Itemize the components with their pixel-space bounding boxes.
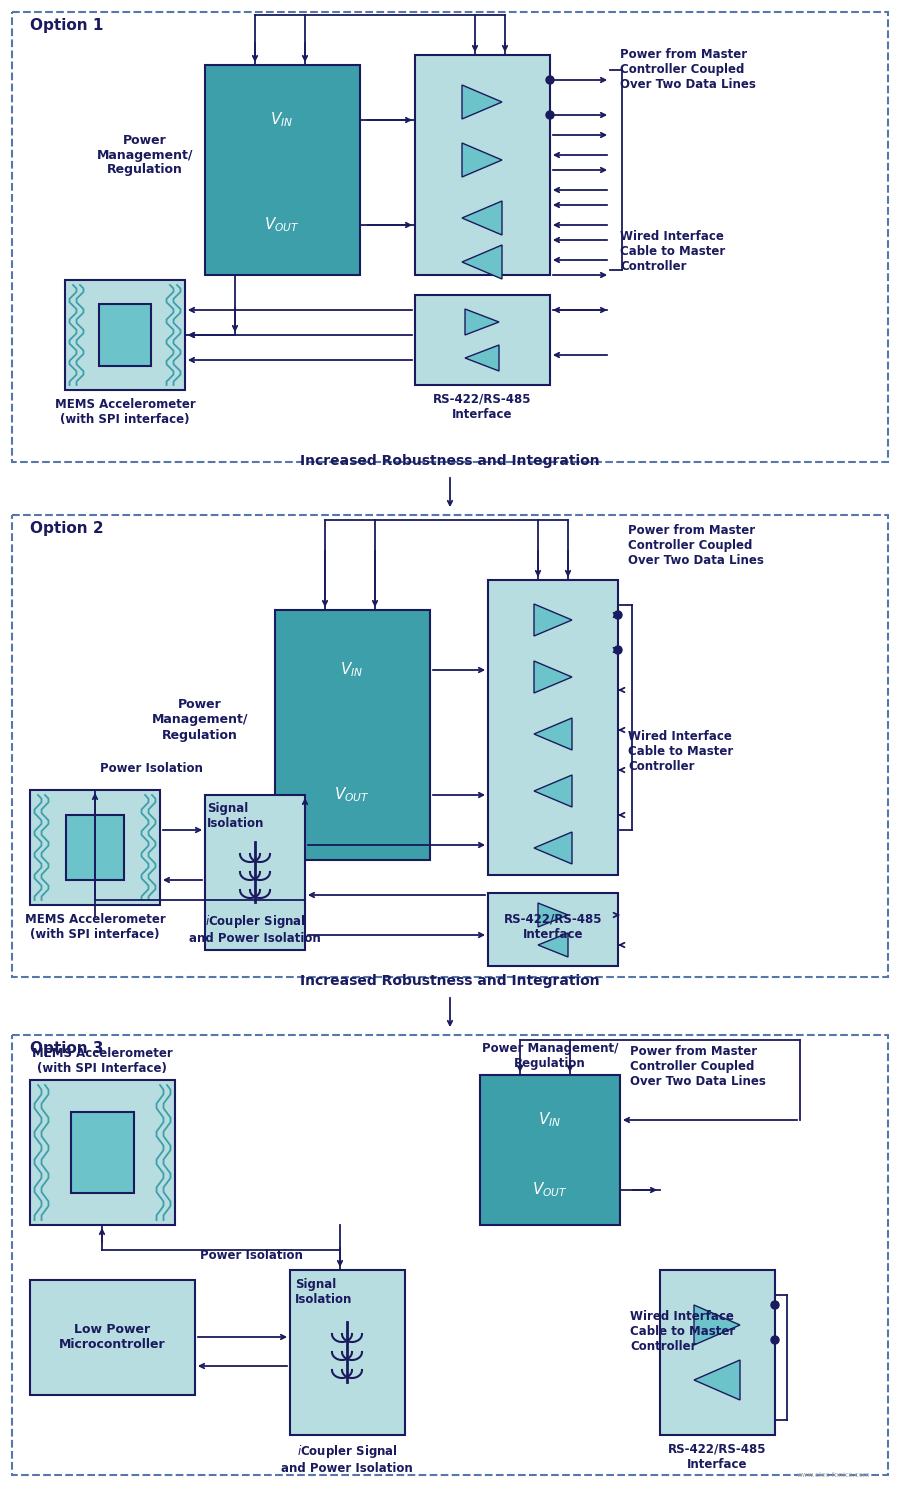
Polygon shape bbox=[538, 904, 568, 927]
Polygon shape bbox=[534, 604, 572, 637]
Text: Increased Robustness and Integration: Increased Robustness and Integration bbox=[301, 974, 599, 989]
Text: MEMS Accelerometer
(with SPI interface): MEMS Accelerometer (with SPI interface) bbox=[55, 398, 195, 426]
Bar bbox=[290, 1270, 405, 1434]
Bar bbox=[99, 304, 151, 365]
Text: $V_{IN}$: $V_{IN}$ bbox=[340, 661, 364, 680]
Bar bbox=[275, 610, 430, 860]
Circle shape bbox=[546, 76, 554, 83]
Text: $i$Coupler Signal
and Power Isolation: $i$Coupler Signal and Power Isolation bbox=[189, 912, 321, 945]
Text: RS-422/RS-485
Interface: RS-422/RS-485 Interface bbox=[504, 912, 602, 941]
Bar bbox=[70, 1112, 134, 1193]
Circle shape bbox=[546, 110, 554, 119]
Text: Power from Master
Controller Coupled
Over Two Data Lines: Power from Master Controller Coupled Ove… bbox=[628, 523, 764, 567]
Text: Low Power
Microcontroller: Low Power Microcontroller bbox=[58, 1323, 166, 1351]
Text: Wired Interface
Cable to Master
Controller: Wired Interface Cable to Master Controll… bbox=[620, 230, 725, 273]
Text: Power Management/
Regulation: Power Management/ Regulation bbox=[482, 1042, 618, 1071]
Text: $V_{OUT}$: $V_{OUT}$ bbox=[334, 786, 370, 804]
Text: Power
Management/
Regulation: Power Management/ Regulation bbox=[152, 698, 248, 741]
Bar bbox=[660, 1270, 775, 1434]
Text: RS-422/RS-485
Interface: RS-422/RS-485 Interface bbox=[668, 1443, 766, 1472]
Text: Signal
Isolation: Signal Isolation bbox=[295, 1278, 353, 1306]
Circle shape bbox=[614, 646, 622, 655]
Text: Wired Interface
Cable to Master
Controller: Wired Interface Cable to Master Controll… bbox=[628, 731, 733, 772]
Polygon shape bbox=[465, 344, 499, 371]
Text: Signal
Isolation: Signal Isolation bbox=[207, 802, 265, 830]
Bar bbox=[12, 12, 888, 462]
Bar bbox=[488, 580, 618, 875]
Circle shape bbox=[771, 1336, 779, 1343]
Polygon shape bbox=[694, 1305, 740, 1345]
Polygon shape bbox=[694, 1360, 740, 1400]
Text: $V_{IN}$: $V_{IN}$ bbox=[538, 1111, 562, 1129]
Polygon shape bbox=[462, 85, 502, 119]
Text: $V_{OUT}$: $V_{OUT}$ bbox=[532, 1181, 568, 1199]
Polygon shape bbox=[534, 775, 572, 807]
Bar bbox=[205, 795, 305, 950]
Text: $i$Coupler Signal
and Power Isolation: $i$Coupler Signal and Power Isolation bbox=[281, 1443, 413, 1475]
Polygon shape bbox=[534, 661, 572, 693]
Text: $V_{IN}$: $V_{IN}$ bbox=[270, 110, 293, 130]
Text: Power from Master
Controller Coupled
Over Two Data Lines: Power from Master Controller Coupled Ove… bbox=[620, 48, 756, 91]
Polygon shape bbox=[462, 245, 502, 279]
Text: Power from Master
Controller Coupled
Over Two Data Lines: Power from Master Controller Coupled Ove… bbox=[630, 1045, 766, 1088]
Text: Option 3: Option 3 bbox=[30, 1041, 104, 1056]
Circle shape bbox=[771, 1302, 779, 1309]
Text: Increased Robustness and Integration: Increased Robustness and Integration bbox=[301, 453, 599, 468]
Text: Power Isolation: Power Isolation bbox=[200, 1249, 303, 1261]
Bar bbox=[30, 790, 160, 905]
Text: MEMS Accelerometer
(with SPI interface): MEMS Accelerometer (with SPI interface) bbox=[24, 912, 166, 941]
Text: Wired Interface
Cable to Master
Controller: Wired Interface Cable to Master Controll… bbox=[630, 1311, 735, 1352]
Bar bbox=[12, 1035, 888, 1475]
Bar bbox=[480, 1075, 620, 1226]
Polygon shape bbox=[462, 143, 502, 177]
Polygon shape bbox=[538, 933, 568, 957]
Text: $V_{OUT}$: $V_{OUT}$ bbox=[264, 216, 300, 234]
Bar bbox=[30, 1079, 175, 1226]
Bar bbox=[205, 66, 360, 274]
Bar bbox=[488, 893, 618, 966]
Polygon shape bbox=[462, 201, 502, 236]
Bar bbox=[415, 55, 550, 274]
Text: Option 2: Option 2 bbox=[30, 520, 104, 535]
Bar bbox=[415, 295, 550, 385]
Bar bbox=[30, 1279, 195, 1396]
Text: www.elec-fonics.com: www.elec-fonics.com bbox=[796, 1472, 870, 1478]
Bar bbox=[65, 280, 185, 391]
Text: RS-422/RS-485
Interface: RS-422/RS-485 Interface bbox=[433, 394, 531, 420]
Polygon shape bbox=[534, 719, 572, 750]
Circle shape bbox=[614, 611, 622, 619]
Bar bbox=[12, 514, 888, 977]
Text: Power
Management/
Regulation: Power Management/ Regulation bbox=[97, 134, 194, 176]
Polygon shape bbox=[534, 832, 572, 863]
Polygon shape bbox=[465, 309, 499, 335]
Text: Power Isolation: Power Isolation bbox=[100, 762, 202, 775]
Text: Option 1: Option 1 bbox=[30, 18, 104, 33]
Text: MEMS Accelerometer
(with SPI Interface): MEMS Accelerometer (with SPI Interface) bbox=[32, 1047, 173, 1075]
Bar bbox=[67, 816, 123, 880]
